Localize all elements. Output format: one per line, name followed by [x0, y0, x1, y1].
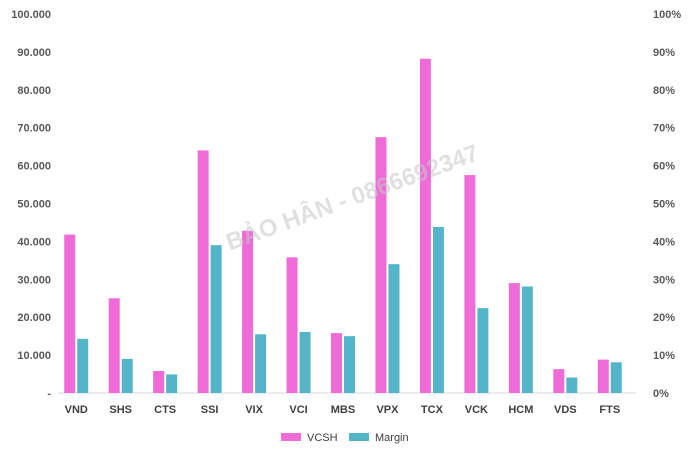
left-tick-label: 40.000 [17, 236, 51, 248]
bar-margin-cts [166, 374, 178, 393]
category-label: CTS [154, 404, 176, 416]
right-tick-label: 50% [653, 199, 675, 211]
bar-vcsh-vnd [64, 234, 76, 393]
category-label: VDS [554, 404, 577, 416]
bar-vcsh-vci [286, 257, 298, 393]
left-tick-label: 70.000 [17, 123, 51, 135]
category-label: VPX [376, 404, 399, 416]
legend-swatch-vcsh [281, 433, 301, 441]
category-label: MBS [331, 404, 355, 416]
category-label: FTS [599, 404, 620, 416]
left-tick-label: 90.000 [17, 47, 51, 59]
bar-vcsh-vds [553, 369, 565, 393]
bar-vcsh-fts [597, 359, 609, 393]
right-tick-label: 10% [653, 350, 675, 362]
bar-margin-ssi [210, 245, 222, 393]
right-tick-label: 40% [653, 236, 675, 248]
category-label: VIX [245, 404, 263, 416]
bar-margin-hcm [521, 286, 533, 393]
bar-margin-vix [255, 334, 267, 393]
bar-margin-vci [299, 331, 311, 393]
x-axis-labels: VND SHS CTS SSI VIX VCI MBS VPX TCX VCK HCM VDS FTS [65, 404, 621, 416]
bar-margin-fts [610, 362, 622, 393]
legend: VCSH Margin [281, 432, 409, 444]
right-tick-label: 0% [653, 388, 669, 400]
category-label: VCK [465, 404, 488, 416]
category-label: VND [65, 404, 88, 416]
bar-vcsh-vix [242, 230, 254, 393]
bar-vcsh-hcm [508, 283, 520, 393]
category-label: VCI [289, 404, 307, 416]
bar-vcsh-shs [108, 298, 120, 393]
bar-margin-vnd [77, 338, 89, 393]
right-tick-label: 30% [653, 274, 675, 286]
category-label: HCM [508, 404, 533, 416]
legend-swatch-margin [349, 433, 369, 441]
bar-vcsh-vck [464, 175, 476, 393]
left-tick-label: - [47, 388, 51, 400]
bar-margin-vpx [388, 264, 400, 393]
left-tick-label: 10.000 [17, 350, 51, 362]
bar-margin-mbs [344, 336, 355, 393]
bar-margin-shs [121, 358, 133, 393]
bar-vcsh-cts [153, 371, 165, 393]
left-tick-label: 60.000 [17, 161, 51, 173]
bar-margin-vds [566, 377, 578, 393]
right-tick-label: 20% [653, 312, 675, 324]
right-tick-label: 90% [653, 47, 675, 59]
bar-vcsh-tcx [419, 58, 431, 394]
bar-vcsh-vpx [375, 137, 387, 393]
category-label: SSI [201, 404, 219, 416]
left-tick-label: 20.000 [17, 312, 51, 324]
bar-vcsh-ssi [197, 150, 209, 393]
left-tick-label: 100.000 [11, 9, 51, 21]
right-tick-label: 60% [653, 161, 675, 173]
bar-margin-tcx [432, 226, 444, 393]
right-tick-label: 80% [653, 85, 675, 97]
category-label: SHS [109, 404, 132, 416]
bars [64, 58, 622, 394]
right-y-axis: 0% 10% 20% 30% 40% 50% 60% 70% 80% 90% 100% [653, 9, 681, 400]
bar-margin-vck [477, 308, 489, 393]
bar-vcsh-mbs [331, 333, 342, 393]
left-y-axis: - 10.000 20.000 30.000 40.000 50.000 60.000 70.… [11, 9, 51, 400]
left-tick-label: 30.000 [17, 274, 51, 286]
legend-label-vcsh: VCSH [307, 432, 338, 444]
left-tick-label: 80.000 [17, 85, 51, 97]
legend-label-margin: Margin [375, 432, 409, 444]
left-tick-label: 50.000 [17, 199, 51, 211]
right-tick-label: 100% [653, 9, 681, 21]
category-label: TCX [421, 404, 444, 416]
right-tick-label: 70% [653, 123, 675, 135]
